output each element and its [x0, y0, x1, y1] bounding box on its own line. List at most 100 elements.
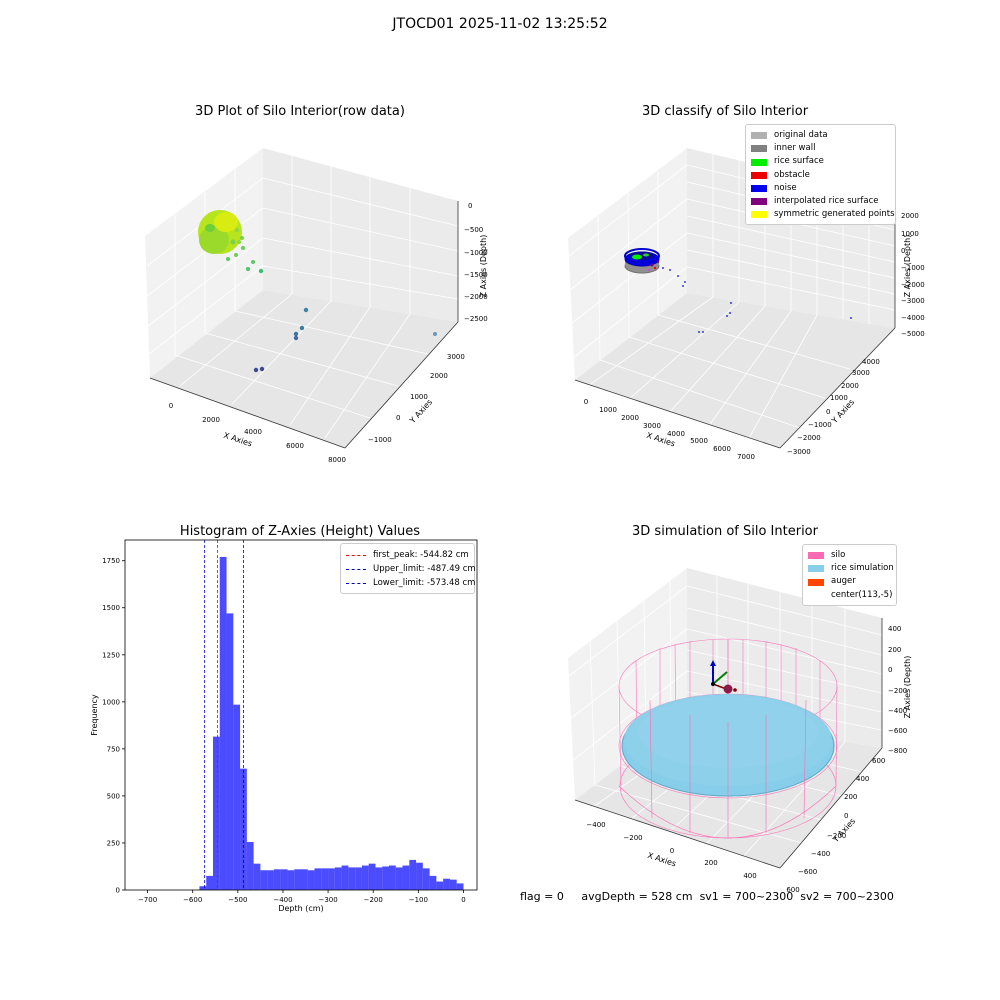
simulation-3d-panel: 3D simulation of Silo Interior	[500, 500, 1000, 1000]
y-tick-label: 1500	[102, 604, 120, 612]
legend-item: silo	[808, 549, 890, 562]
x-tick: 8000	[328, 456, 346, 464]
legend-label: original data	[774, 130, 828, 140]
z-tick: −2500	[464, 315, 488, 323]
auger-marker	[710, 660, 737, 694]
legend-item: obstacle	[751, 169, 889, 182]
legend-label: interpolated rice surface	[774, 196, 879, 207]
classify-3d-panel: 3D classify of Silo Interior	[500, 0, 1000, 500]
raw-data-3d-title: 3D Plot of Silo Interior(row data)	[195, 104, 405, 119]
histogram-bar	[280, 869, 288, 890]
z-tick: −200	[888, 687, 907, 695]
x-tick: −200	[623, 834, 642, 842]
legend-line-swatch	[346, 554, 366, 556]
legend-item: original data	[751, 129, 889, 142]
z-axis-label: Z Axies (Depth)	[903, 235, 912, 298]
x-tick-label: −300	[318, 896, 337, 904]
classify-3d-title: 3D classify of Silo Interior	[641, 104, 809, 119]
legend-item: inner wall	[751, 142, 889, 155]
z-tick: −800	[888, 747, 907, 755]
x-tick-labels: 0 2000 4000 6000 8000	[169, 402, 346, 464]
x-tick-labels: 0 1000 2000 3000 4000 5000 6000 7000	[584, 398, 755, 461]
y-tick: 0	[844, 812, 848, 820]
legend-item: interpolated rice surface	[751, 195, 889, 208]
axes-lines	[574, 618, 883, 869]
x-tick: 7000	[737, 453, 755, 461]
legend-item: noise	[751, 182, 889, 195]
histogram-bar	[246, 842, 254, 890]
x-tick-label: −700	[138, 896, 157, 904]
histogram-bar	[429, 875, 437, 890]
y-axis-label: Y Axies	[830, 817, 857, 845]
z-tick: −2000	[464, 293, 488, 301]
avg-depth-text: avgDepth = 528 cm	[581, 890, 693, 903]
legend-swatch	[751, 184, 767, 192]
legend-swatch	[751, 132, 767, 140]
rice-point-cloud	[198, 210, 264, 274]
histogram-bar	[206, 875, 213, 890]
legend-label: inner wall	[774, 143, 816, 154]
legend-swatch	[751, 211, 767, 219]
histogram-bar	[361, 865, 369, 890]
z-tick: 400	[888, 625, 901, 633]
y-tick: −2000	[797, 434, 821, 442]
floor-pane	[575, 293, 895, 448]
legend-item: rice surface	[751, 155, 889, 168]
legend-item: auger	[808, 575, 890, 588]
sv1-text: sv1 = 700~2300	[699, 890, 794, 903]
simulation-legend: silo rice simulation auger center(113,-5…	[802, 544, 897, 606]
x-tick: 5000	[690, 437, 708, 445]
x-tick: 6000	[713, 445, 731, 453]
z-tick: 200	[888, 646, 901, 654]
y-tick-label: 0	[116, 887, 120, 895]
y-tick: 3000	[852, 369, 870, 377]
y-tick: −400	[811, 850, 830, 858]
z-tick-labels: 400 200 0 −200 −400 −600 −800	[888, 625, 907, 755]
histogram-bar	[416, 862, 423, 890]
y-tick: 3000	[447, 353, 465, 361]
histogram-bar	[382, 866, 389, 890]
z-tick: −400	[888, 707, 907, 715]
legend-item: center(113,-5)	[808, 589, 892, 602]
legend-label: Upper_limit: -487.49 cm	[373, 564, 476, 574]
histogram-bar	[219, 556, 227, 890]
x-tick: −400	[586, 821, 605, 829]
histogram-bar	[443, 878, 450, 890]
y-tick-label: 1250	[102, 651, 120, 659]
sv2-text: sv2 = 700~2300	[800, 890, 894, 903]
classify-3d-plot: 0 1000 2000 3000 4000 5000 6000 7000 −30…	[568, 148, 925, 461]
z-tick: 0	[888, 666, 892, 674]
back-pane	[263, 148, 458, 322]
histogram-bar	[301, 869, 308, 890]
legend-label: noise	[774, 182, 797, 193]
histogram-bar	[267, 870, 274, 890]
histogram-bar	[240, 768, 247, 890]
legend-swatch	[808, 565, 824, 573]
legend-swatch	[751, 158, 767, 166]
x-tick: 3000	[643, 422, 661, 430]
y-tick: −1000	[808, 421, 832, 429]
x-tick: 600	[786, 886, 799, 894]
legend-swatch	[808, 552, 824, 560]
z-tick: 0	[901, 247, 905, 255]
histogram-bar	[375, 867, 383, 890]
y-tick-label: 1000	[102, 698, 120, 706]
legend-item: Lower_limit: -573.48 cm	[346, 576, 475, 590]
y-tick-label: 750	[107, 745, 120, 753]
histogram-bar	[226, 613, 234, 890]
x-tick-label: −400	[273, 896, 292, 904]
legend-label: silo	[831, 550, 846, 560]
x-tick: 6000	[286, 442, 304, 450]
y-tick: 200	[844, 793, 857, 801]
legend-label: obstacle	[774, 169, 810, 180]
legend-swatch	[751, 145, 767, 153]
x-tick: 4000	[667, 430, 685, 438]
simulation-3d-title: 3D simulation of Silo Interior	[632, 524, 818, 539]
x-tick: 0	[670, 847, 674, 855]
z-tick: −3000	[901, 297, 925, 305]
axes-lines	[149, 201, 459, 449]
y-tick: 1000	[410, 393, 428, 401]
silo-wireframe-front	[618, 699, 837, 839]
flag-text: flag = 0	[520, 890, 564, 903]
histogram-bar	[233, 704, 241, 890]
